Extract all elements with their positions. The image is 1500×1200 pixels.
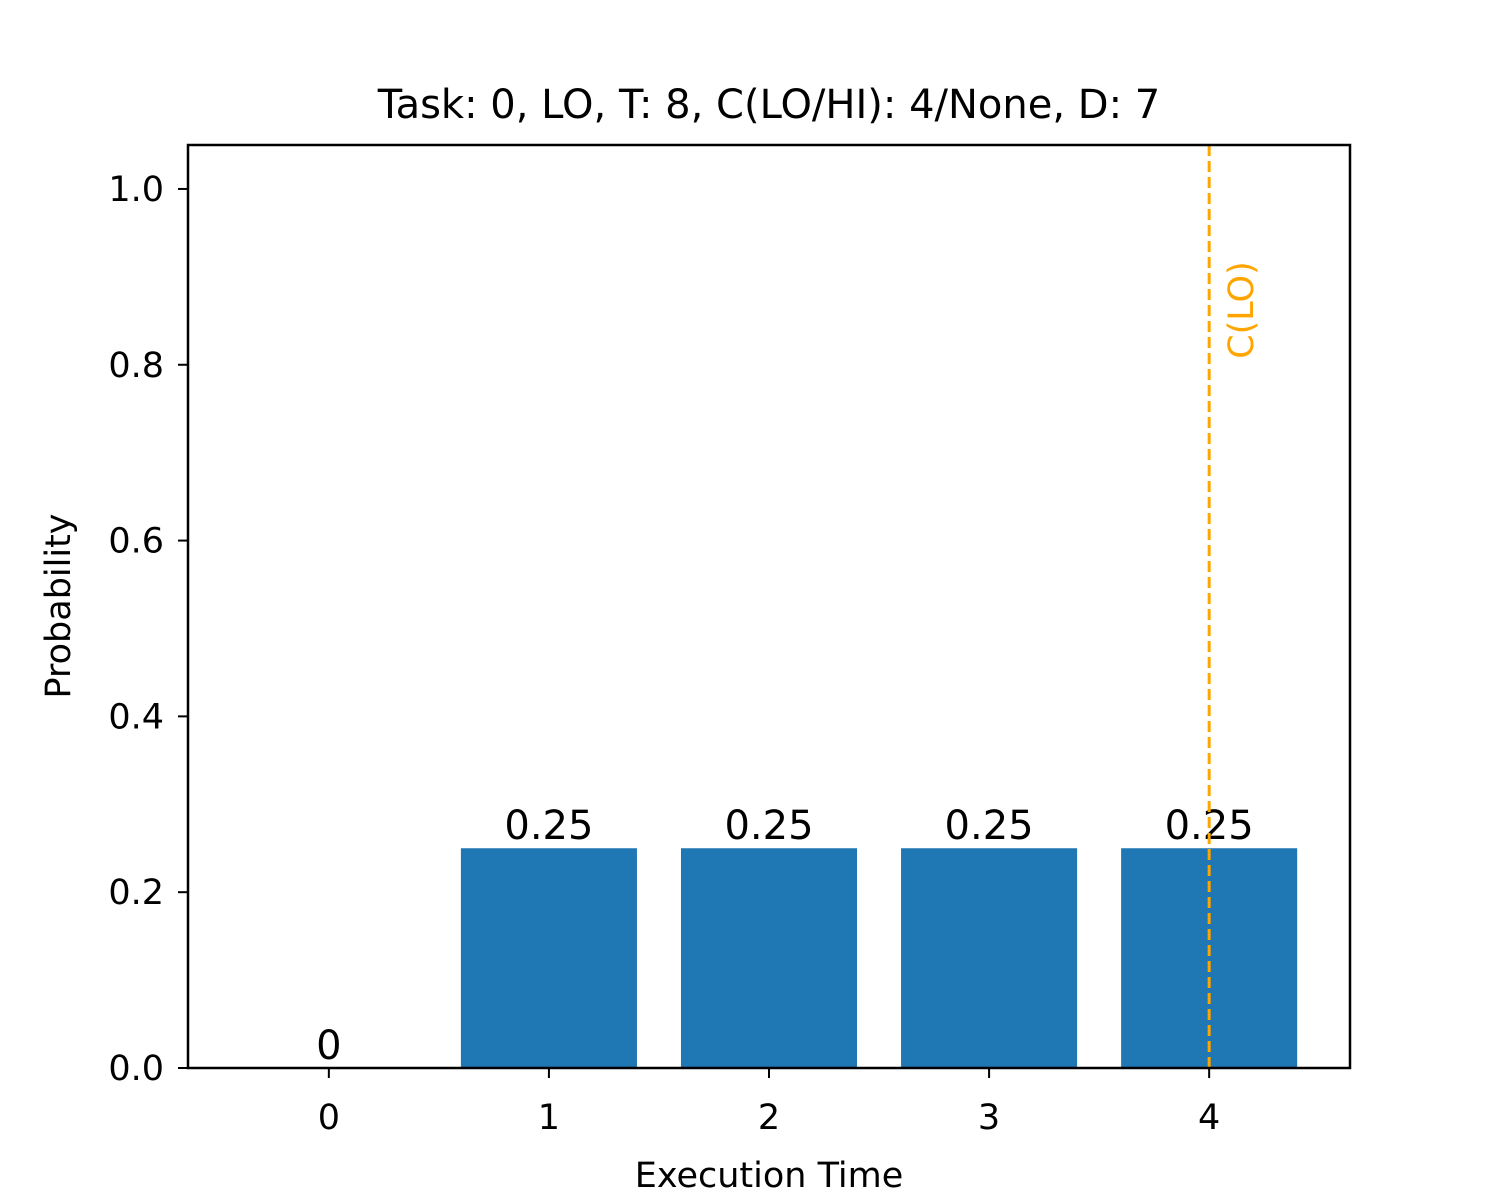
y-axis-ticks: 0.0 0.2 0.4 0.6 0.8 1.0 — [108, 170, 188, 1089]
y-tick-label-5: 1.0 — [108, 170, 164, 210]
y-tick-label-1: 0.2 — [108, 873, 164, 913]
reference-lines-group: C(LO) — [1207, 145, 1262, 1068]
chart-title: Task: 0, LO, T: 8, C(LO/HI): 4/None, D: … — [377, 82, 1160, 128]
y-tick-label-0: 0.0 — [108, 1049, 164, 1089]
x-tick-label-1: 1 — [538, 1098, 560, 1138]
x-tick-label-2: 2 — [758, 1098, 780, 1138]
x-axis-label: Execution Time — [635, 1156, 904, 1196]
reference-line-label-0: C(LO) — [1222, 261, 1262, 359]
y-axis-label: Probability — [39, 513, 79, 698]
bar-1 — [460, 848, 637, 1068]
bar-2 — [680, 848, 858, 1068]
x-tick-label-3: 3 — [978, 1098, 1000, 1138]
bar-value-label-1: 0.25 — [504, 803, 593, 849]
bar-value-label-2: 0.25 — [724, 803, 813, 849]
bar-value-label-3: 0.25 — [945, 803, 1034, 849]
y-tick-label-2: 0.4 — [108, 697, 164, 737]
x-tick-label-4: 4 — [1198, 1098, 1220, 1138]
y-tick-label-3: 0.6 — [108, 522, 164, 562]
bar-value-label-0: 0 — [316, 1023, 341, 1069]
bar-3 — [901, 848, 1078, 1068]
y-tick-label-4: 0.8 — [108, 346, 164, 386]
x-tick-label-0: 0 — [318, 1098, 340, 1138]
x-axis-ticks: 0 1 2 3 4 — [318, 1068, 1220, 1138]
